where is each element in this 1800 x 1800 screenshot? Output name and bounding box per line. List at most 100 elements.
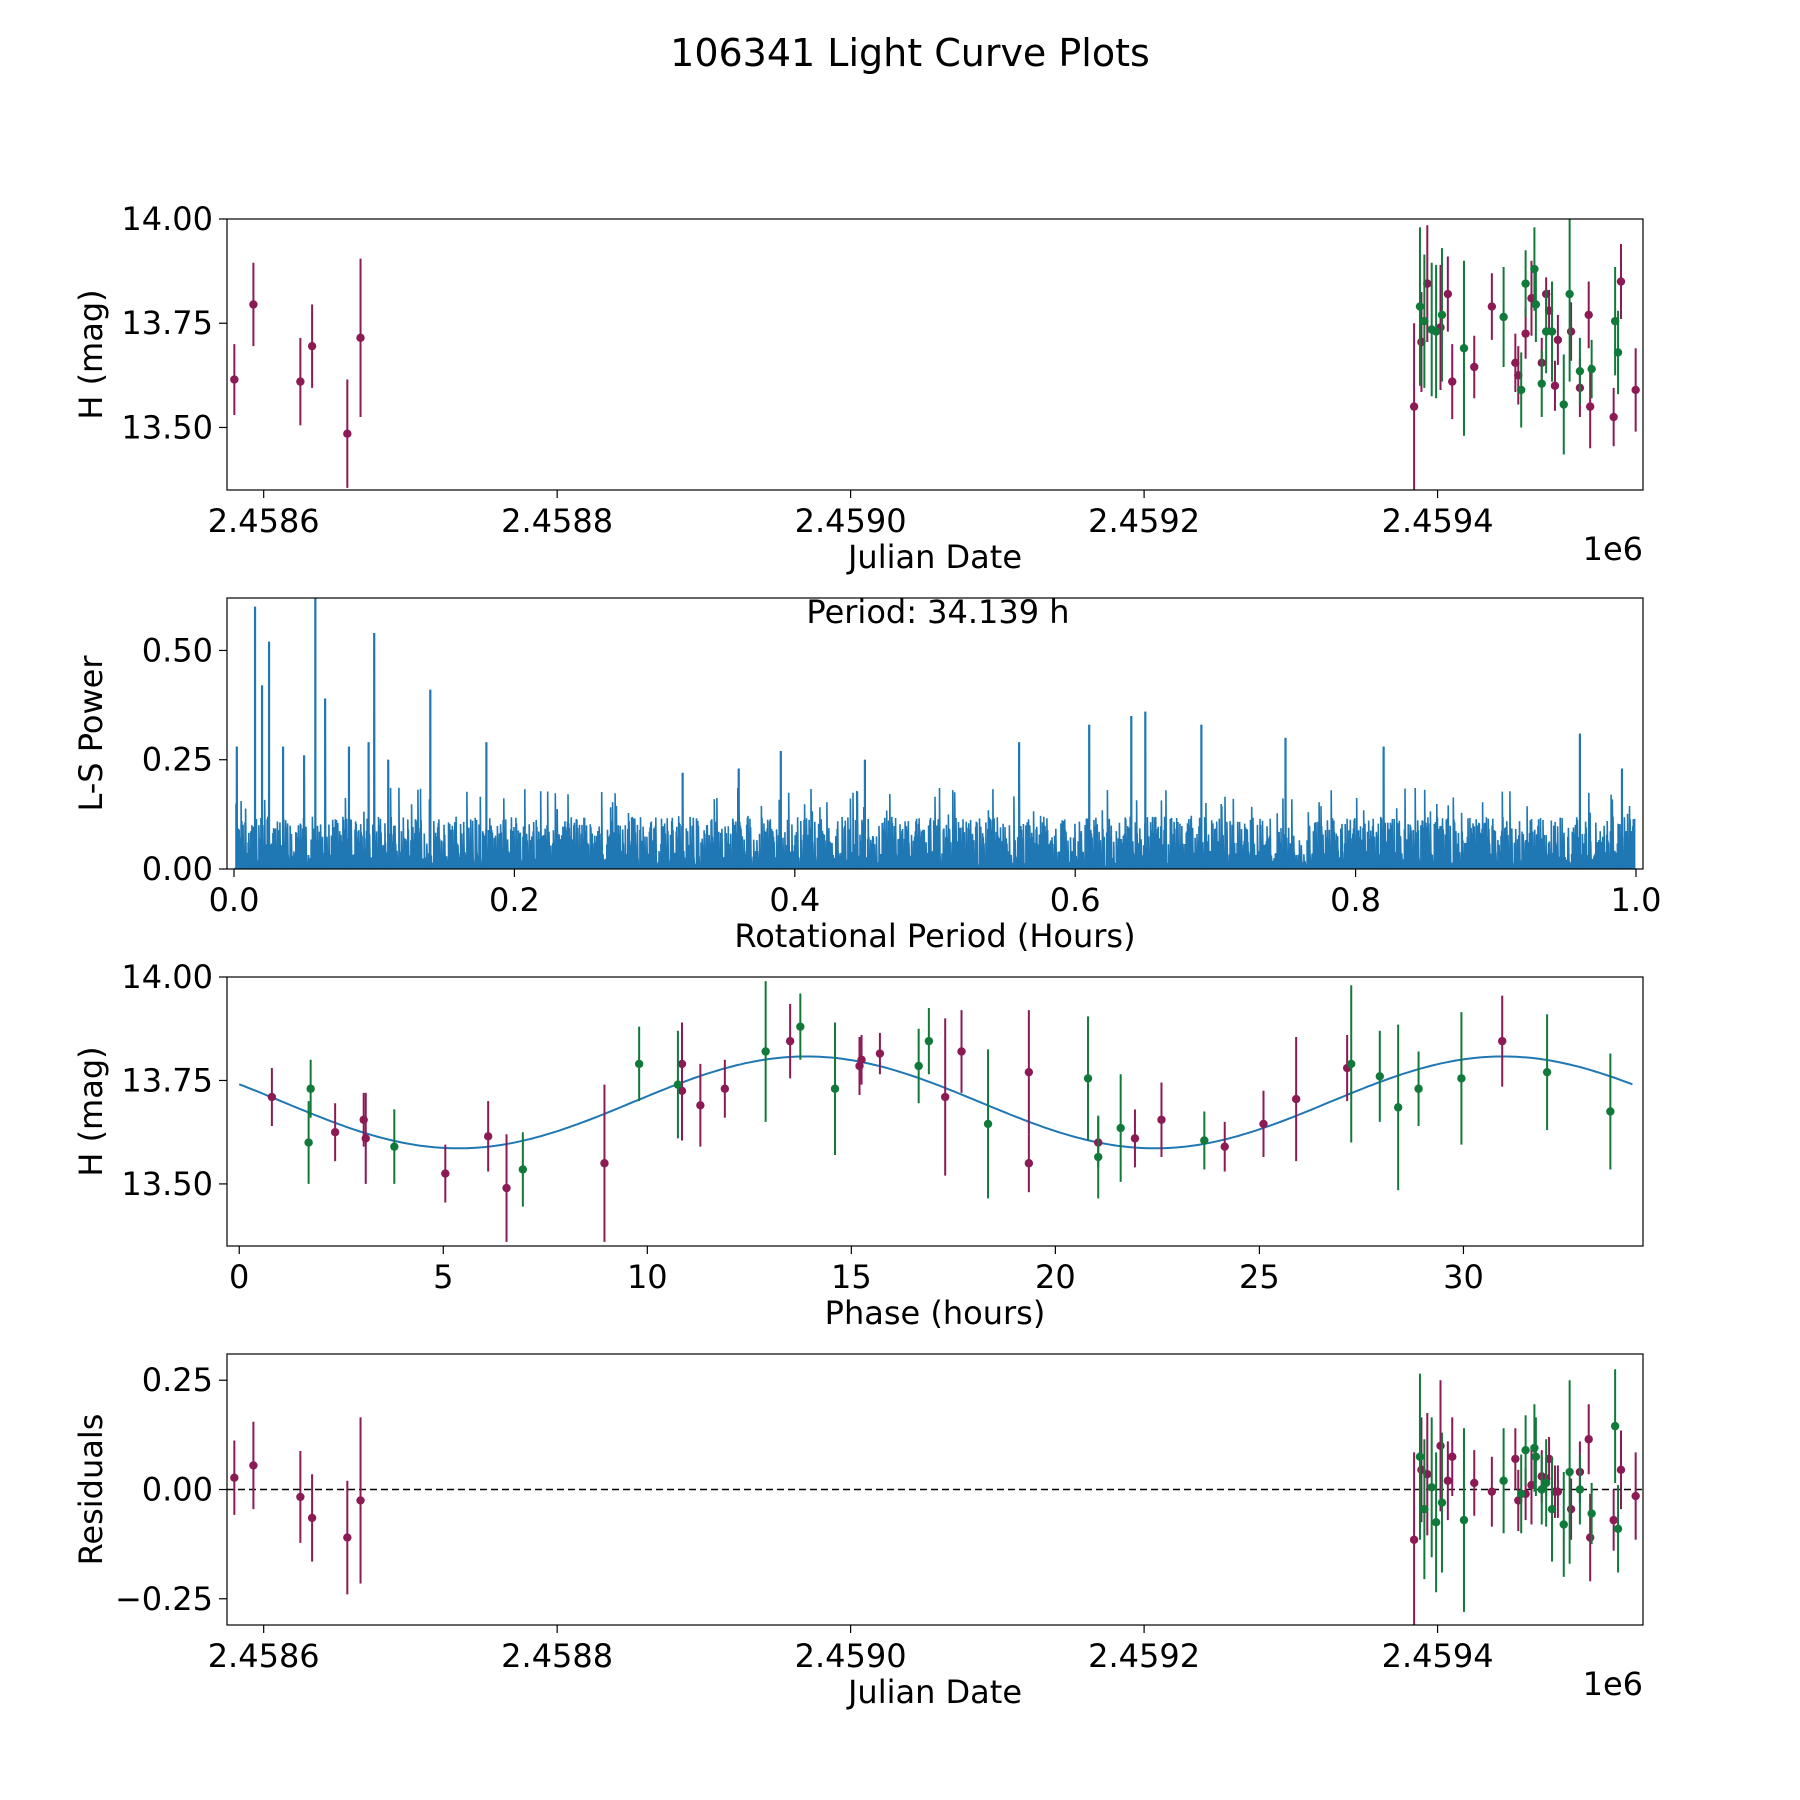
- green-data-point: [1530, 264, 1539, 274]
- maroon-data-point: [1609, 412, 1618, 422]
- green-data-point: [1517, 385, 1526, 395]
- panel3-xlabel: Phase (hours): [825, 1294, 1046, 1332]
- panel2-xlabel: Rotational Period (Hours): [734, 917, 1135, 955]
- green-data-point: [1375, 1072, 1384, 1081]
- panel3-xtick-label: 5: [433, 1258, 453, 1296]
- maroon-data-point: [483, 1132, 493, 1141]
- green-data-point: [1420, 1504, 1429, 1514]
- green-data-point: [304, 1138, 313, 1147]
- green-data-point: [1521, 1445, 1530, 1455]
- green-data-point: [1575, 366, 1585, 376]
- panel2-data: [234, 598, 1636, 869]
- panel-periodogram: 0.0 0.2 0.4 0.6 0.8 1.0 0.00 0.25 0.50 Rotational…: [72, 593, 1661, 955]
- green-data-point: [1459, 1515, 1469, 1525]
- maroon-data-point: [249, 1461, 258, 1470]
- maroon-data-point: [230, 1473, 239, 1482]
- panel1-data: [230, 219, 1640, 490]
- green-data-point: [1200, 1136, 1209, 1145]
- panel3-ylabel: H (mag): [72, 1046, 110, 1176]
- panel1-ytick-label: 13.75: [121, 304, 213, 342]
- period-annotation: Period: 34.139 h: [806, 593, 1069, 631]
- maroon-data-point: [1585, 1533, 1595, 1542]
- maroon-data-point: [330, 1127, 340, 1137]
- panel1-ytick-label: 13.50: [121, 408, 213, 446]
- maroon-data-point: [343, 1533, 352, 1542]
- panel4-xtick-label: 2.4586: [208, 1637, 320, 1675]
- maroon-data-point: [296, 1492, 305, 1502]
- panel2-xtick-label: 0.2: [489, 881, 540, 919]
- panels: 2.4586 2.4588 2.4590 2.4592 2.4594 13.50 13.75…: [72, 200, 1661, 1711]
- panel1-xtick-label: 2.4588: [501, 502, 613, 540]
- panel1-xtick-label: 2.4586: [208, 502, 320, 540]
- green-data-point: [1415, 1452, 1425, 1461]
- green-data-point: [1565, 289, 1574, 299]
- maroon-data-point: [1585, 402, 1595, 411]
- green-data-point: [1521, 279, 1530, 288]
- green-data-point: [1499, 312, 1508, 322]
- maroon-data-point: [249, 300, 258, 309]
- panel1-xtick-label: 2.4590: [795, 502, 907, 540]
- panel4-x-offset-label: 1e6: [1583, 1665, 1643, 1703]
- maroon-data-point: [356, 333, 365, 343]
- green-data-point: [1559, 1520, 1568, 1529]
- green-data-point: [1547, 1504, 1557, 1514]
- maroon-data-point: [696, 1101, 705, 1110]
- maroon-data-point: [1631, 385, 1640, 395]
- maroon-data-point: [441, 1169, 450, 1178]
- green-data-point: [1083, 1074, 1093, 1083]
- panel1-xlabel: Julian Date: [846, 538, 1022, 576]
- panel2-xtick-label: 0.4: [769, 881, 820, 919]
- panel2-xtick-label: 0.0: [209, 881, 260, 919]
- maroon-data-point: [1566, 327, 1576, 336]
- green-data-point: [1537, 1485, 1546, 1494]
- maroon-data-point: [307, 1513, 317, 1523]
- green-data-point: [1415, 302, 1425, 311]
- maroon-data-point: [875, 1049, 885, 1058]
- panel-phase-fold: 0 5 10 15 20 25 30 13.50 13.75 14.00 Phase (hours)…: [72, 958, 1644, 1332]
- panel2-xtick-label: 0.6: [1050, 881, 1101, 919]
- panel4-xtick-label: 2.4592: [1088, 1637, 1200, 1675]
- panel2-xtick-label: 0.8: [1330, 881, 1381, 919]
- panel3-xtick-label: 30: [1443, 1258, 1484, 1296]
- panel1-xtick-label: 2.4592: [1088, 502, 1200, 540]
- green-data-point: [796, 1022, 805, 1031]
- green-data-point: [1347, 1059, 1356, 1069]
- green-data-point: [1517, 1489, 1526, 1499]
- panel2-ylabel: L-S Power: [72, 655, 110, 812]
- maroon-data-point: [1470, 362, 1479, 372]
- maroon-data-point: [1498, 1036, 1507, 1046]
- green-data-point: [1499, 1476, 1508, 1485]
- green-data-point: [390, 1142, 399, 1151]
- green-data-point: [1431, 1518, 1441, 1527]
- maroon-data-point: [1409, 402, 1419, 411]
- green-data-point: [1531, 1452, 1541, 1461]
- green-data-point: [1437, 1498, 1447, 1507]
- green-data-point: [1559, 400, 1568, 409]
- green-data-point: [1094, 1152, 1103, 1162]
- panel2-xtick-label: 1.0: [1611, 881, 1662, 919]
- panel2-frame: [226, 597, 1644, 870]
- maroon-data-point: [1259, 1119, 1268, 1129]
- maroon-data-point: [296, 377, 305, 386]
- maroon-data-point: [1409, 1535, 1419, 1544]
- maroon-data-point: [267, 1092, 277, 1102]
- green-data-point: [306, 1084, 315, 1093]
- maroon-data-point: [857, 1055, 866, 1064]
- panel3-ytick-label: 13.50: [121, 1165, 213, 1203]
- maroon-data-point: [1609, 1515, 1618, 1525]
- panel1-ylabel: H (mag): [72, 289, 110, 419]
- figure-title: 106341 Light Curve Plots: [670, 31, 1150, 75]
- green-data-point: [1541, 1478, 1551, 1488]
- panel3-xtick-label: 15: [831, 1258, 872, 1296]
- green-data-point: [1427, 1483, 1436, 1492]
- panel4-data: [230, 1369, 1640, 1625]
- green-data-point: [1613, 1524, 1623, 1534]
- maroon-data-point: [1550, 381, 1560, 390]
- maroon-data-point: [1443, 289, 1453, 299]
- maroon-data-point: [1566, 1504, 1576, 1514]
- maroon-data-point: [1616, 1465, 1626, 1475]
- maroon-data-point: [1521, 329, 1530, 338]
- maroon-data-point: [720, 1084, 730, 1093]
- green-data-point: [1587, 364, 1596, 374]
- panel3-ytick-label: 13.75: [121, 1061, 213, 1099]
